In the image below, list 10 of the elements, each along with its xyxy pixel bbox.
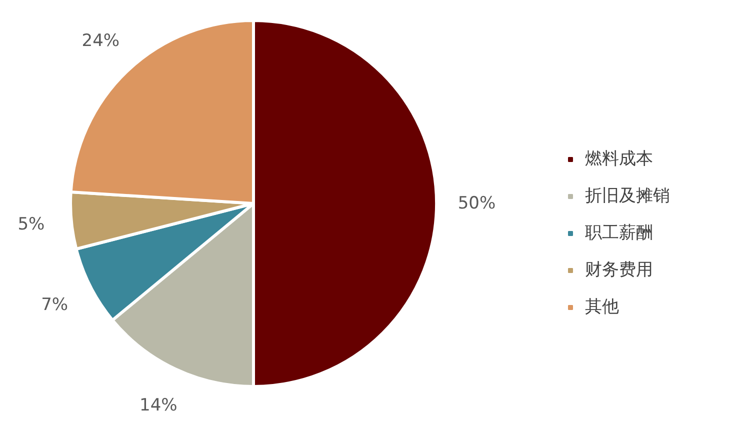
legend-label: 折旧及摊销 [585, 185, 670, 207]
legend-label: 燃料成本 [585, 148, 653, 170]
legend-label: 财务费用 [585, 259, 653, 281]
data-label: 7% [41, 294, 68, 315]
data-label: 50% [458, 194, 496, 214]
data-label: 14% [140, 396, 178, 416]
legend-label: 职工薪酬 [585, 222, 653, 244]
data-label: 5% [18, 214, 45, 235]
data-label: 24% [82, 30, 120, 51]
legend-label: 其他 [585, 296, 619, 318]
